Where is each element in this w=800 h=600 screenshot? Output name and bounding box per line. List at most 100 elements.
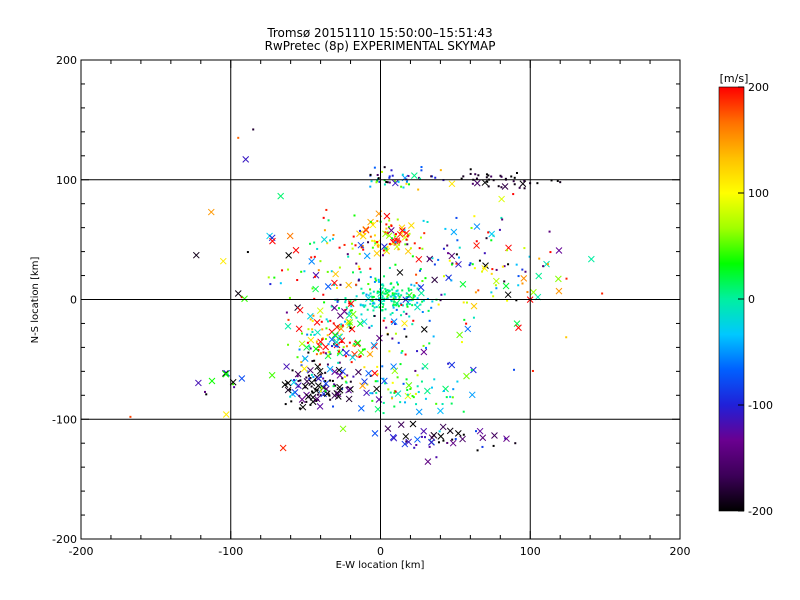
echo-dot-marker bbox=[401, 173, 404, 176]
echo-dot-marker bbox=[370, 180, 373, 183]
echo-dot-marker bbox=[383, 317, 386, 320]
echo-cross-marker bbox=[305, 393, 312, 400]
echo-dot-marker bbox=[386, 232, 389, 235]
echo-dot-marker bbox=[415, 403, 418, 406]
echo-cross-marker bbox=[455, 260, 462, 268]
echo-dot-marker bbox=[346, 386, 349, 389]
echo-dot-marker bbox=[401, 304, 404, 307]
echo-cross-marker bbox=[316, 367, 324, 375]
echo-cross-marker bbox=[336, 333, 344, 341]
echo-dot-marker bbox=[404, 401, 407, 404]
echo-cross-marker bbox=[363, 389, 370, 397]
echo-dot-marker bbox=[381, 295, 384, 298]
y-tick-label: 200 bbox=[56, 54, 77, 67]
echo-dot-marker bbox=[305, 400, 308, 403]
echo-dot-marker bbox=[426, 220, 429, 223]
echo-dot-marker bbox=[322, 293, 325, 296]
echo-dot-marker bbox=[390, 295, 393, 298]
echo-cross-marker bbox=[371, 369, 379, 377]
echo-dot-marker bbox=[512, 180, 515, 183]
echo-dot-marker bbox=[523, 179, 526, 182]
echo-cross-marker bbox=[498, 195, 505, 203]
x-axis-label: E-W location [km] bbox=[336, 560, 425, 571]
echo-dot-marker bbox=[437, 441, 440, 444]
echo-cross-marker bbox=[207, 208, 215, 216]
echo-dot-marker bbox=[348, 302, 351, 305]
echo-cross-marker bbox=[519, 180, 527, 188]
echo-dot-marker bbox=[309, 347, 312, 350]
echo-cross-marker bbox=[284, 386, 292, 394]
echo-dot-marker bbox=[205, 393, 208, 396]
echo-dot-marker bbox=[357, 279, 360, 282]
echo-dot-marker bbox=[307, 328, 310, 331]
echo-dot-marker bbox=[333, 383, 336, 386]
echo-dot-marker bbox=[490, 239, 493, 242]
echo-dot-marker bbox=[384, 308, 387, 311]
echo-cross-marker bbox=[469, 366, 477, 374]
echo-dot-marker bbox=[468, 264, 471, 267]
echo-dot-marker bbox=[442, 389, 445, 392]
echo-dot-marker bbox=[376, 292, 379, 295]
echo-dot-marker bbox=[454, 438, 457, 441]
echo-dot-marker bbox=[337, 361, 340, 364]
echo-dot-marker bbox=[376, 380, 379, 383]
echo-dot-marker bbox=[400, 303, 403, 306]
echo-dot-marker bbox=[375, 305, 378, 308]
echo-dot-marker bbox=[393, 294, 396, 297]
echo-cross-marker bbox=[463, 372, 470, 380]
echo-dot-marker bbox=[305, 376, 308, 379]
echo-dot-marker bbox=[442, 439, 445, 442]
echo-dot-marker bbox=[373, 240, 376, 243]
echo-dot-marker bbox=[462, 175, 465, 178]
echo-dot-marker bbox=[232, 383, 235, 386]
echo-dot-marker bbox=[388, 289, 391, 292]
echo-dot-marker bbox=[310, 256, 313, 259]
echo-cross-marker bbox=[410, 172, 418, 179]
echo-dot-marker bbox=[420, 380, 423, 383]
echo-dot-marker bbox=[391, 381, 394, 384]
echo-dot-marker bbox=[390, 282, 393, 285]
echo-dot-marker bbox=[369, 292, 372, 295]
echo-dot-marker bbox=[382, 303, 385, 306]
echo-dot-marker bbox=[431, 257, 434, 260]
echo-dot-marker bbox=[393, 300, 396, 303]
echo-cross-marker bbox=[384, 425, 392, 432]
echo-cross-marker bbox=[450, 228, 458, 236]
echo-dot-marker bbox=[348, 322, 351, 325]
echo-cross-marker bbox=[401, 320, 408, 327]
echo-dot-marker bbox=[426, 297, 429, 300]
echo-dot-marker bbox=[380, 170, 383, 173]
echo-dot-marker bbox=[296, 356, 299, 359]
echo-dot-marker bbox=[399, 363, 402, 366]
echo-dot-marker bbox=[355, 262, 358, 265]
echo-dot-marker bbox=[460, 177, 463, 180]
echo-cross-marker bbox=[295, 382, 302, 389]
echo-dot-marker bbox=[386, 333, 389, 336]
echo-dot-marker bbox=[341, 324, 344, 327]
echo-dot-marker bbox=[352, 235, 355, 238]
echo-cross-marker bbox=[195, 379, 202, 387]
echo-cross-marker bbox=[241, 295, 248, 303]
echo-dot-marker bbox=[315, 399, 318, 402]
echo-dot-marker bbox=[396, 218, 399, 221]
echo-dot-marker bbox=[422, 219, 425, 222]
echo-dot-marker bbox=[495, 287, 498, 290]
echo-dot-marker bbox=[418, 269, 421, 272]
echo-dot-marker bbox=[396, 376, 399, 379]
echo-cross-marker bbox=[382, 230, 389, 238]
echo-dot-marker bbox=[408, 299, 411, 302]
echo-cross-marker bbox=[513, 320, 521, 327]
echo-cross-marker bbox=[283, 363, 290, 370]
echo-cross-marker bbox=[324, 283, 332, 290]
echo-dot-marker bbox=[507, 263, 510, 266]
echo-dot-marker bbox=[321, 338, 324, 341]
echo-dot-marker bbox=[325, 318, 328, 321]
echo-dot-marker bbox=[432, 335, 435, 338]
echo-dot-marker bbox=[406, 235, 409, 238]
echo-cross-marker bbox=[390, 318, 398, 325]
echo-dot-marker bbox=[316, 393, 319, 396]
echo-cross-marker bbox=[366, 350, 374, 358]
echo-cross-marker bbox=[459, 435, 466, 443]
echo-dot-marker bbox=[383, 297, 386, 300]
echo-cross-marker bbox=[404, 392, 412, 400]
